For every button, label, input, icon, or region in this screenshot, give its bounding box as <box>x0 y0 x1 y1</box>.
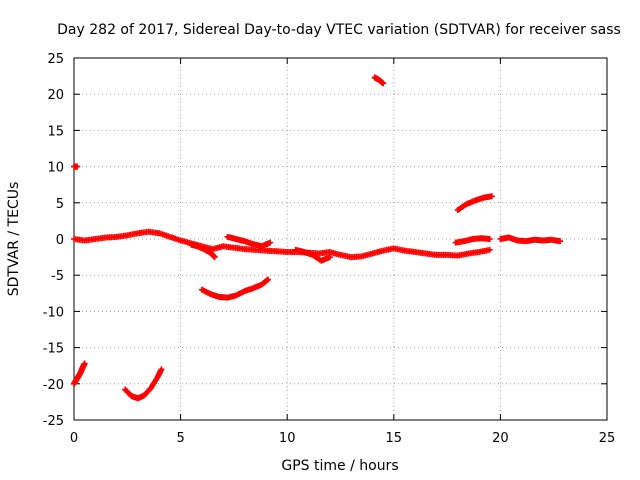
data-point <box>486 236 493 242</box>
series-arc-18-19 <box>452 235 493 246</box>
data-point <box>263 277 270 284</box>
series-arc-e <box>371 74 387 87</box>
series-arc-c <box>122 366 165 402</box>
y-tick-label: -20 <box>43 378 64 393</box>
y-tick-label: -15 <box>43 342 64 357</box>
x-tick-label: 5 <box>176 431 184 446</box>
data-point <box>211 254 218 261</box>
data-point <box>158 366 165 373</box>
series-arc-f <box>454 193 495 214</box>
x-tick-label: 25 <box>599 431 616 446</box>
data-point <box>488 193 495 200</box>
data-point <box>267 239 274 246</box>
y-tick-label: 25 <box>47 52 64 67</box>
y-tick-label: 5 <box>56 197 64 212</box>
y-tick-label: -25 <box>43 414 64 429</box>
series-arc-g <box>188 241 218 261</box>
y-tick-label: -10 <box>43 305 64 320</box>
data-point <box>81 360 88 367</box>
data-point <box>557 238 564 245</box>
data-point <box>326 254 333 261</box>
x-tick-label: 20 <box>492 431 509 446</box>
x-tick-label: 0 <box>70 431 78 446</box>
data-point <box>74 163 81 170</box>
y-tick-label: 10 <box>47 161 64 176</box>
series-arc-a <box>71 163 81 170</box>
x-tick-label: 10 <box>279 431 296 446</box>
x-tick-label: 15 <box>386 431 403 446</box>
chart-title: Day 282 of 2017, Sidereal Day-to-day VTE… <box>57 22 621 38</box>
data-point <box>380 80 387 87</box>
y-axis-label: SDTVAR / TECUs <box>6 182 22 297</box>
data-point <box>265 276 272 283</box>
series-arc-d <box>198 276 272 301</box>
y-tick-label: -5 <box>51 269 64 284</box>
series-arc-upper-right <box>224 233 274 250</box>
y-tick-label: 20 <box>47 88 64 103</box>
grid-lines <box>74 58 607 420</box>
data-point <box>486 246 493 253</box>
series-arc-end <box>497 234 564 245</box>
y-tick-label: 15 <box>47 124 64 139</box>
y-tick-label: 0 <box>56 233 64 248</box>
axis-ticks: 0 5 10 15 20 25 -25 -20 -15 -10 -5 0 5 10 15 20 25 <box>43 52 616 446</box>
series-arc-b <box>71 360 88 387</box>
series-arc-10-12 <box>292 246 333 264</box>
data-series <box>71 74 564 402</box>
x-axis-label: GPS time / hours <box>281 458 398 474</box>
series-arc-main <box>71 228 493 261</box>
